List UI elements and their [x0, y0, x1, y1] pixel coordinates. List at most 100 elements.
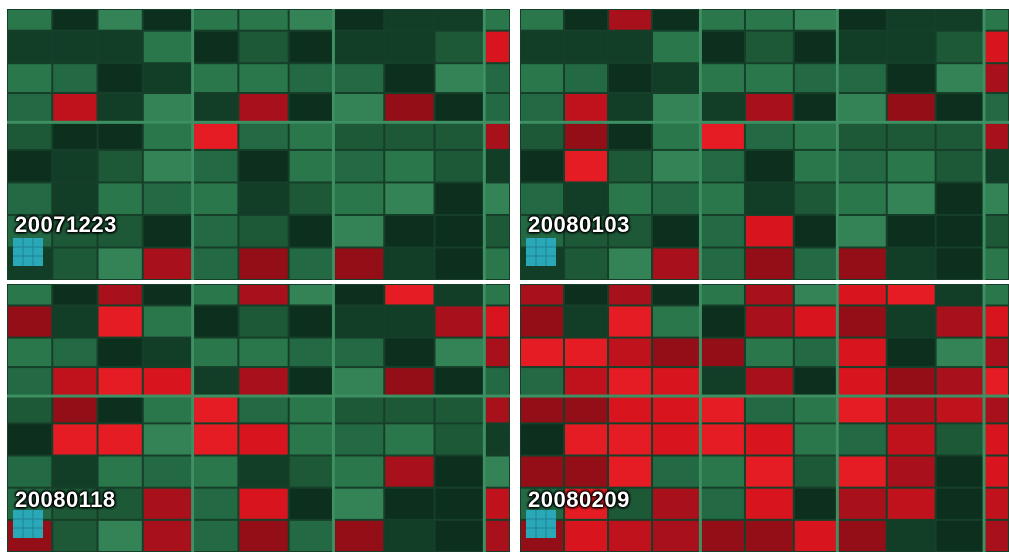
crop-field	[565, 150, 608, 182]
crop-field	[521, 397, 564, 423]
field	[385, 183, 434, 214]
field	[653, 150, 700, 182]
field	[289, 424, 333, 455]
field	[794, 338, 837, 367]
field	[609, 488, 652, 519]
crop-field	[565, 456, 608, 487]
crop-field	[794, 520, 837, 551]
field	[745, 150, 793, 182]
road	[482, 284, 486, 552]
field	[701, 488, 744, 519]
field	[385, 338, 434, 367]
field	[701, 94, 744, 122]
field	[334, 94, 384, 122]
field	[143, 150, 193, 182]
field	[239, 215, 288, 247]
field	[936, 123, 984, 149]
crop-field	[565, 397, 608, 423]
field	[53, 123, 97, 149]
field	[565, 31, 608, 63]
crop-field	[239, 368, 288, 396]
field	[565, 248, 608, 279]
field	[794, 248, 837, 279]
crop-field	[794, 306, 837, 337]
field	[985, 10, 1008, 30]
field	[334, 456, 384, 487]
field	[334, 397, 384, 423]
date-label: 20071223	[15, 212, 117, 237]
field	[98, 338, 142, 367]
crop-field	[53, 368, 97, 396]
field	[289, 397, 333, 423]
crop-field	[745, 215, 793, 247]
field	[521, 183, 564, 214]
satellite-image	[520, 9, 1009, 280]
field	[794, 215, 837, 247]
crop-field	[985, 397, 1008, 423]
field	[239, 338, 288, 367]
crop-field	[887, 488, 935, 519]
field	[289, 488, 333, 519]
crop-field	[521, 306, 564, 337]
crop-field	[838, 456, 886, 487]
field	[887, 150, 935, 182]
field	[609, 64, 652, 93]
satellite-image	[520, 284, 1009, 552]
field	[334, 368, 384, 396]
field	[194, 215, 238, 247]
crop-field	[701, 397, 744, 423]
road	[191, 284, 195, 552]
field	[653, 123, 700, 149]
crop-field	[143, 488, 193, 519]
field	[334, 285, 384, 305]
field	[794, 64, 837, 93]
crop-field	[239, 520, 288, 551]
field	[745, 123, 793, 149]
field	[289, 123, 333, 149]
crop-field	[239, 94, 288, 122]
field	[8, 150, 52, 182]
crop-field	[565, 488, 608, 519]
crop-field	[985, 123, 1008, 149]
field	[485, 248, 509, 279]
field	[838, 424, 886, 455]
field	[701, 31, 744, 63]
field	[98, 94, 142, 122]
crop-field	[745, 488, 793, 519]
field	[98, 520, 142, 551]
crop-field	[565, 94, 608, 122]
field	[485, 215, 509, 247]
field	[435, 64, 484, 93]
field	[53, 520, 97, 551]
field	[887, 520, 935, 551]
field	[53, 306, 97, 337]
crop-field	[565, 123, 608, 149]
field	[653, 64, 700, 93]
field	[701, 306, 744, 337]
field	[334, 31, 384, 63]
field	[745, 31, 793, 63]
road	[7, 394, 510, 398]
field	[653, 215, 700, 247]
field	[98, 456, 142, 487]
field	[701, 285, 744, 305]
crop-field	[745, 306, 793, 337]
crop-field	[609, 368, 652, 396]
crop-field	[485, 31, 509, 63]
field	[609, 94, 652, 122]
crop-field	[653, 368, 700, 396]
crop-field	[53, 397, 97, 423]
field	[794, 424, 837, 455]
field	[936, 183, 984, 214]
field	[53, 10, 97, 30]
field	[435, 94, 484, 122]
crop-field	[985, 368, 1008, 396]
field	[53, 488, 97, 519]
field	[53, 248, 97, 279]
field	[485, 456, 509, 487]
field	[745, 10, 793, 30]
crop-field	[609, 520, 652, 551]
field	[53, 64, 97, 93]
crop-field	[98, 285, 142, 305]
field	[194, 150, 238, 182]
